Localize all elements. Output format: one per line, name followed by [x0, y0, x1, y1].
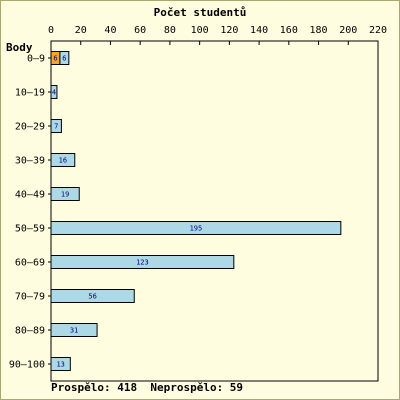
category-label: 70–79	[15, 292, 45, 303]
bar-value-label: 16	[59, 157, 67, 165]
category-label: 20–29	[15, 122, 45, 133]
category-label: 80–89	[15, 326, 45, 337]
x-tick-label: 180	[310, 25, 328, 36]
bar-value-label: 56	[88, 293, 96, 301]
x-tick-label: 160	[280, 25, 298, 36]
x-tick-label: 140	[250, 25, 268, 36]
category-label: 60–69	[15, 258, 45, 269]
x-axis: 0 20 40 60 80 100 120 140 160 180 200 220	[48, 25, 387, 45]
x-tick-label: 200	[339, 25, 357, 36]
y-axis-label: Body	[6, 41, 33, 54]
bar	[50, 255, 235, 269]
chart-footer: Prospělo: 418 Neprospělo: 59	[51, 381, 243, 394]
bar-value-label: 19	[61, 191, 69, 199]
bar	[50, 119, 62, 133]
x-tick-label: 100	[191, 25, 209, 36]
category-label: 90–100	[9, 360, 45, 371]
bar-value-label: 6	[62, 55, 66, 63]
x-tick-label: 0	[48, 25, 54, 36]
x-tick-label: 40	[104, 25, 116, 36]
x-tick-label: 60	[134, 25, 146, 36]
category-label: 10–19	[15, 88, 45, 99]
bar	[50, 323, 98, 337]
bar-value-label: 123	[136, 259, 149, 267]
chart-title: Počet studentů	[154, 6, 247, 19]
x-tick-label: 220	[369, 25, 387, 36]
bar-value-label: 13	[56, 361, 64, 369]
bar-value-label: 31	[70, 327, 78, 335]
category-label: 0–9	[27, 54, 45, 65]
bar-value-label: 4	[52, 89, 56, 97]
x-tick-label: 20	[75, 25, 87, 36]
bar-value-label: 6	[53, 55, 57, 63]
category-label: 40–49	[15, 190, 45, 201]
bar	[50, 153, 76, 167]
bar	[50, 221, 342, 235]
bar	[50, 357, 71, 371]
y-axis: 0–9 10–19 20–29 30–39 40–49 50–59 60–69 70–79 80…	[9, 54, 51, 371]
category-label: 30–39	[15, 156, 45, 167]
x-tick-label: 80	[164, 25, 176, 36]
bar	[50, 187, 80, 201]
bar	[50, 85, 58, 99]
category-label: 50–59	[15, 224, 45, 235]
bar-series: 6 6 4 7 16 19 195 123 56 31 13	[50, 51, 342, 371]
x-tick-label: 120	[220, 25, 238, 36]
plot-area	[50, 40, 379, 382]
bar	[59, 51, 70, 65]
bar-value-label: 7	[54, 123, 58, 131]
bar-value-label: 195	[190, 225, 203, 233]
bar	[50, 289, 135, 303]
